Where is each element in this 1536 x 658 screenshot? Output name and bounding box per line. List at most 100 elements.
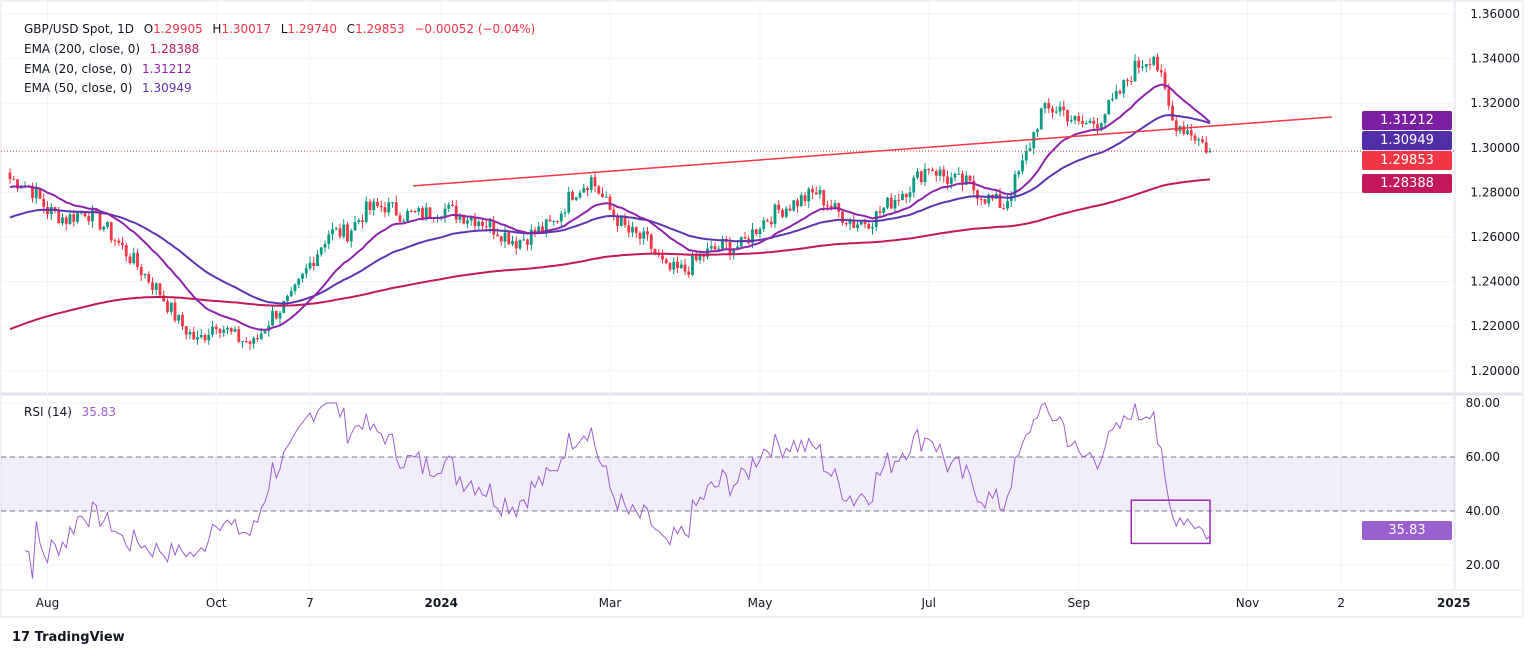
ema200-legend[interactable]: EMA (200, close, 0) 1.28388: [22, 42, 199, 56]
candle-body: [293, 284, 297, 292]
candle-body: [1201, 139, 1204, 143]
brand-label: TradingView: [34, 630, 125, 645]
candle-body: [822, 190, 826, 206]
candle-body: [1208, 151, 1212, 153]
ema50-value: 1.30949: [142, 81, 192, 95]
candle-body: [593, 177, 597, 187]
candle-body: [443, 208, 447, 217]
rsi-tick-label: 80.00: [1466, 396, 1500, 410]
ema200-value: 1.28388: [149, 42, 200, 56]
candle-body: [788, 208, 792, 211]
ema50-line: [9, 114, 1211, 305]
rsi-label: RSI (14): [24, 405, 72, 419]
candle-body: [1013, 174, 1017, 196]
high-label: H: [212, 22, 222, 36]
candle-body: [466, 220, 469, 224]
candle-body: [357, 220, 361, 223]
candle-body: [1006, 200, 1009, 209]
ema50-legend[interactable]: EMA (50, close, 0) 1.30949: [22, 81, 192, 95]
price-tick-label: 1.26000: [1470, 230, 1520, 244]
candle-body: [616, 216, 619, 226]
candle-body: [128, 256, 132, 263]
candle-body: [649, 234, 653, 249]
candle-body: [634, 227, 638, 233]
candle-body: [529, 229, 533, 245]
candle-body: [1096, 123, 1099, 129]
price-tick-label: 1.22000: [1470, 319, 1520, 333]
candle-body: [957, 173, 961, 175]
candle-body: [904, 193, 908, 198]
low-label: L: [280, 22, 288, 36]
candle-body: [316, 254, 319, 267]
candle-body: [604, 196, 608, 198]
candle-body: [514, 240, 518, 249]
change-value: −0.00052 (−0.04%): [414, 22, 536, 36]
candle-body: [1204, 142, 1208, 153]
candle-body: [477, 221, 481, 227]
ema20-legend[interactable]: EMA (20, close, 0) 1.31212: [22, 62, 192, 76]
candle-body: [72, 214, 76, 222]
candle-body: [87, 216, 91, 222]
candle-body: [518, 240, 522, 249]
candle-body: [237, 329, 241, 342]
candle-body: [19, 187, 23, 189]
candle-body: [327, 234, 331, 244]
candle-body: [61, 217, 64, 224]
candle-body: [844, 222, 848, 225]
candle-body: [406, 211, 409, 221]
candle-body: [42, 198, 46, 207]
time-tick-label: 7: [306, 596, 314, 610]
candle-body: [143, 274, 147, 276]
candle-body: [631, 227, 634, 233]
candle-body: [1088, 120, 1092, 124]
candle-body: [552, 221, 556, 223]
candle-body: [773, 204, 777, 225]
candle-body: [998, 193, 1002, 208]
candle-body: [1197, 139, 1201, 141]
candle-body: [889, 197, 893, 209]
candle-body: [387, 202, 391, 213]
candle-body: [113, 240, 117, 242]
candle-body: [312, 262, 316, 267]
candle-body: [627, 225, 631, 233]
candle-body: [383, 207, 387, 213]
candle-body: [1051, 108, 1054, 113]
candle-body: [323, 243, 327, 248]
candle-body: [601, 193, 604, 198]
price-tick-label: 1.32000: [1470, 96, 1520, 110]
ema20-value: 1.31212: [142, 62, 192, 76]
candle-body: [1043, 102, 1047, 109]
candle-body: [462, 214, 466, 224]
candle-body: [353, 222, 357, 231]
candle-body: [496, 234, 499, 237]
candle-body: [522, 239, 526, 241]
candle-body: [331, 229, 334, 235]
candle-body: [151, 282, 154, 291]
candle-body: [417, 208, 421, 212]
candle-body: [541, 226, 544, 232]
candle-body: [556, 221, 559, 223]
candle-body: [829, 205, 833, 209]
candle-body: [102, 226, 106, 230]
candle-body: [488, 220, 492, 228]
rsi-legend[interactable]: RSI (14) 35.83: [22, 405, 116, 419]
candle-body: [1077, 116, 1081, 122]
candle-body: [927, 168, 931, 170]
candle-body: [533, 229, 537, 234]
time-tick-label: Oct: [206, 596, 227, 610]
tradingview-logo[interactable]: 𝟭𝟳 TradingView: [12, 630, 125, 645]
candle-body: [222, 329, 226, 333]
candle-body: [619, 216, 623, 226]
high-value: 1.30017: [221, 22, 272, 36]
close-value: 1.29853: [355, 22, 405, 36]
low-value: 1.29740: [287, 22, 338, 36]
candle-body: [319, 247, 323, 255]
candle-body: [136, 252, 139, 267]
candle-body: [1148, 64, 1152, 66]
time-tick-label: Mar: [599, 596, 622, 610]
candle-body: [109, 222, 113, 241]
candle-body: [661, 255, 664, 260]
candle-body: [586, 187, 589, 191]
